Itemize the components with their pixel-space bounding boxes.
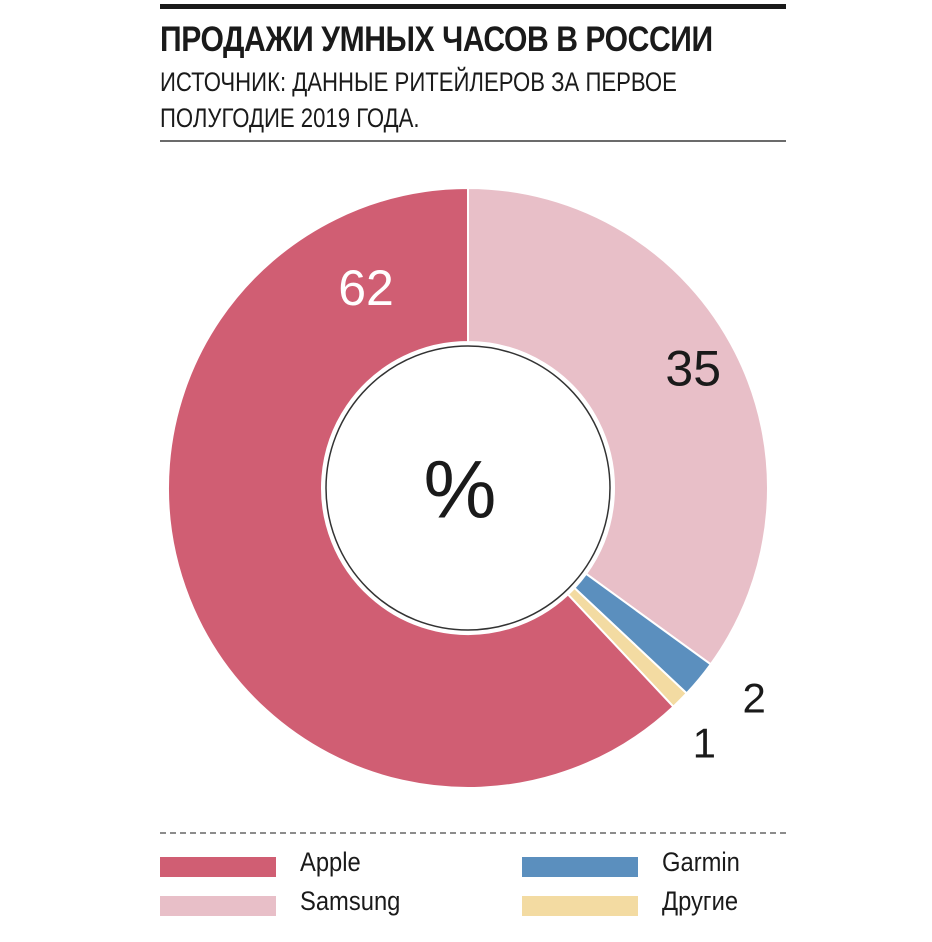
slice-apple: [167, 186, 675, 789]
subtitle-line-2: ПОЛУГОДИЕ 2019 ГОДА.: [160, 103, 420, 133]
legend-label: Apple: [300, 847, 361, 877]
legend-item: Другие: [522, 886, 792, 932]
legend-label: Samsung: [300, 886, 401, 916]
legend-swatch: [522, 857, 638, 877]
chart-subtitle: ИСТОЧНИК: ДАННЫЕ РИТЕЙЛЕРОВ ЗА ПЕРВОЕ ПО…: [160, 64, 677, 136]
center-percent-label: %: [424, 445, 497, 536]
value-label-apple: 62: [338, 260, 394, 316]
legend-item: Samsung: [160, 886, 430, 932]
legend-label: Другие: [662, 886, 739, 916]
subtitle-rule: [160, 140, 786, 142]
slice-samsung: [467, 186, 769, 666]
subtitle-line-1: ИСТОЧНИК: ДАННЫЕ РИТЕЙЛЕРОВ ЗА ПЕРВОЕ: [160, 67, 677, 97]
value-label-samsung: 35: [665, 340, 721, 396]
value-label-garmin: 2: [742, 675, 765, 722]
donut-chart: 35 21 62%: [167, 186, 769, 789]
legend-swatch: [160, 857, 276, 877]
legend-divider: [160, 832, 786, 834]
legend-item: Garmin: [522, 847, 792, 893]
legend-swatch: [522, 896, 638, 916]
value-label-другие: 1: [693, 719, 716, 766]
legend-swatch: [160, 896, 276, 916]
donut-center-ring: [325, 345, 611, 631]
legend-item: Apple: [160, 847, 430, 893]
legend-label: Garmin: [662, 847, 740, 877]
chart-title: ПРОДАЖИ УМНЫХ ЧАСОВ В РОССИИ: [160, 20, 713, 59]
top-rule: [160, 4, 786, 9]
